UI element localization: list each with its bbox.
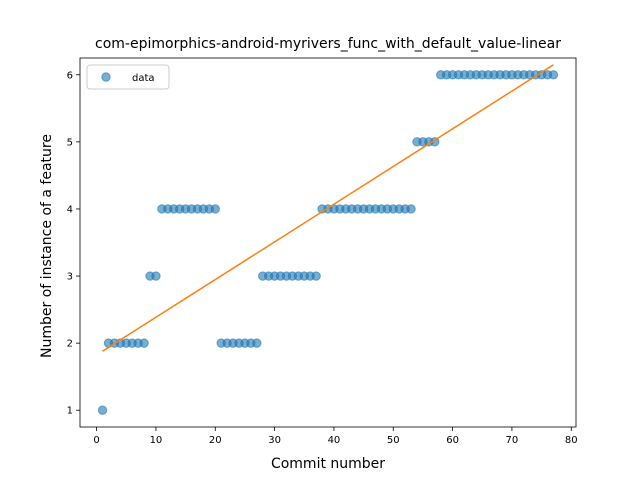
data-point: [97, 405, 108, 415]
data-point: [406, 204, 416, 214]
y-tick-label: 2: [67, 339, 73, 350]
plot-area: 0 10 20 30 40 50 60 70 80 1 2 3 4 5 6 data: [67, 57, 578, 446]
y-tick-label: 1: [67, 406, 73, 417]
x-tick-label: 10: [150, 435, 163, 446]
data-point: [311, 271, 321, 281]
x-tick-label: 60: [446, 435, 459, 446]
x-tick-label: 30: [268, 435, 281, 446]
data-point: [210, 204, 220, 214]
data-point: [139, 338, 149, 348]
y-tick-label: 6: [67, 70, 73, 81]
chart-title: com-epimorphics-android-myrivers_func_wi…: [95, 36, 561, 52]
data-point: [430, 137, 440, 147]
x-tick-label: 0: [93, 435, 99, 446]
x-tick-label: 20: [209, 435, 222, 446]
x-tick-label: 50: [387, 435, 400, 446]
legend-label: data: [132, 73, 155, 84]
legend-box: [86, 64, 170, 90]
x-tick-label: 70: [506, 435, 519, 446]
x-axis-label: Commit number: [271, 456, 385, 472]
legend-marker: [101, 72, 111, 82]
fit-line: [102, 64, 554, 352]
y-tick-label: 3: [67, 272, 73, 283]
x-tick-label: 40: [328, 435, 341, 446]
y-axis-label: Number of instance of a feature: [39, 134, 55, 358]
data-point: [151, 271, 161, 281]
axes-frame: [79, 57, 577, 428]
y-tick-label: 4: [67, 204, 73, 215]
x-tick-label: 80: [565, 435, 578, 446]
data-point: [252, 338, 262, 348]
y-tick-label: 5: [67, 137, 73, 148]
data-point: [548, 70, 559, 80]
